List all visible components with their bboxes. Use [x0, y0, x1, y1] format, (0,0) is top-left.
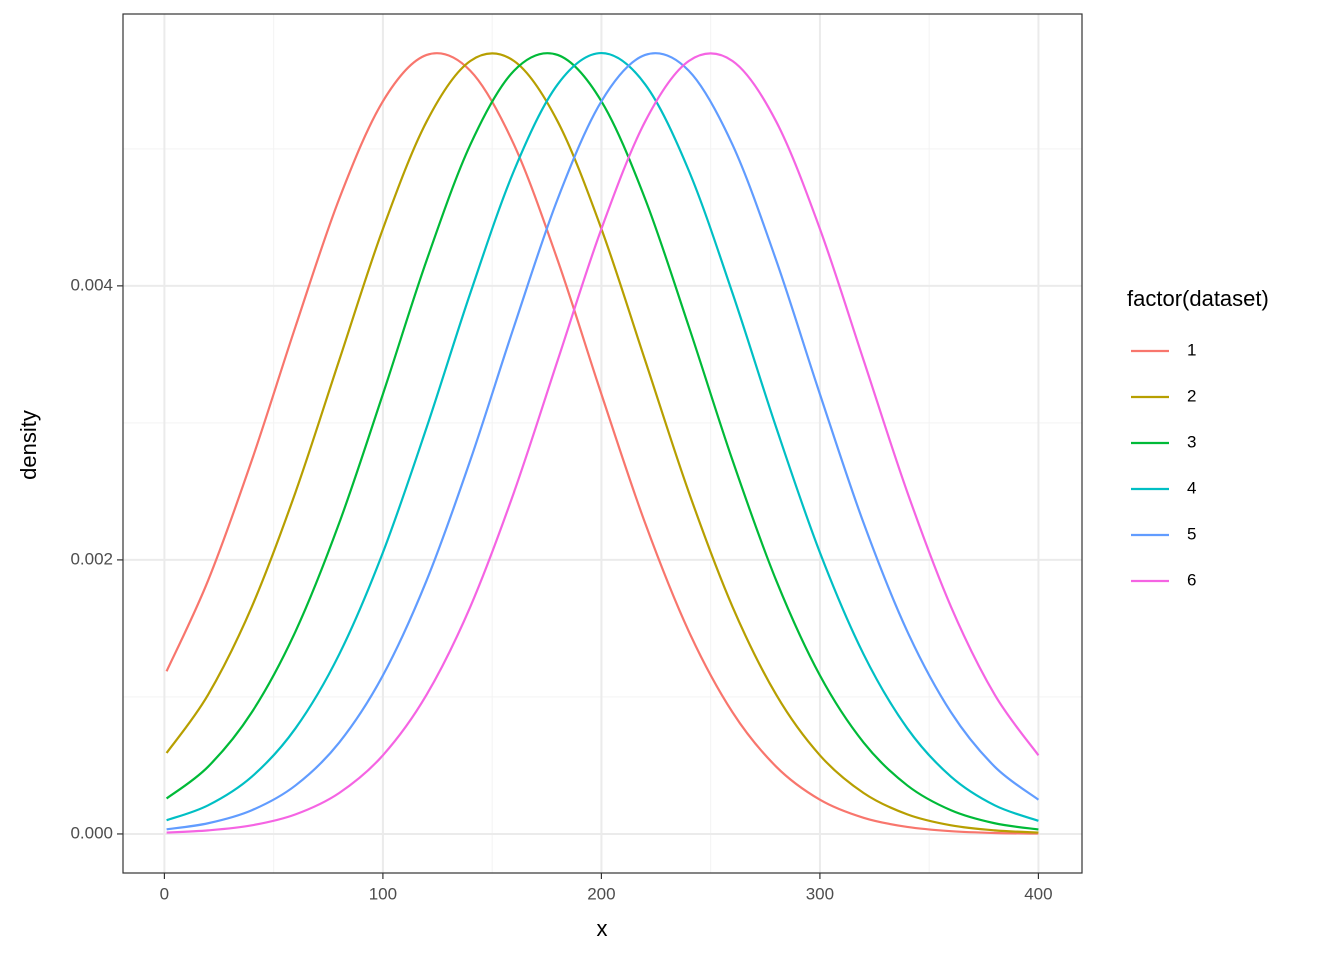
legend-label: 4: [1187, 478, 1196, 497]
x-tick-label: 100: [369, 884, 397, 903]
series-line: [165, 52, 1039, 835]
x-axis-title: x: [597, 916, 608, 941]
series-line: [165, 52, 1039, 831]
panel-border: [122, 13, 1083, 874]
series-line: [166, 51, 1039, 822]
series-line: [166, 52, 1040, 834]
y-tick-label: 0.000: [70, 823, 113, 842]
legend-label: 6: [1187, 570, 1196, 589]
x-tick-label: 0: [160, 884, 169, 903]
y-axis-title: density: [16, 410, 41, 480]
x-tick-label: 300: [806, 884, 834, 903]
legend-title: factor(dataset): [1127, 286, 1269, 311]
series-line: [165, 52, 1039, 834]
y-tick-label: 0.004: [70, 275, 113, 294]
series-line: [166, 52, 1040, 831]
legend-label: 5: [1187, 524, 1196, 543]
legend-label: 2: [1187, 386, 1196, 405]
legend-label: 3: [1187, 432, 1196, 451]
x-tick-label: 400: [1024, 884, 1052, 903]
legend-label: 1: [1187, 340, 1196, 359]
y-tick-label: 0.002: [70, 549, 113, 568]
x-tick-label: 200: [587, 884, 615, 903]
